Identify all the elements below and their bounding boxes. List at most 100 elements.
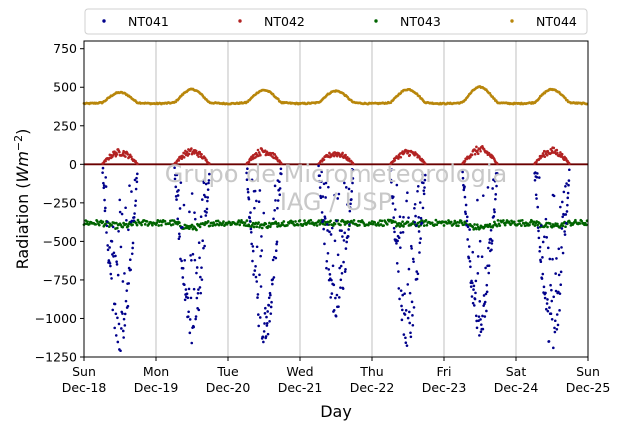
nt041-point (340, 229, 343, 233)
nt041-point (128, 184, 131, 187)
nt041-point (203, 244, 206, 248)
nt041-point (553, 330, 557, 334)
nt042-point (280, 162, 283, 165)
nt041-point (105, 224, 109, 228)
nt041-point (564, 222, 568, 225)
nt041-point (538, 245, 542, 249)
nt041-point (545, 302, 549, 305)
nt041-point (422, 181, 425, 185)
nt041-point (249, 211, 252, 214)
nt041-point (178, 235, 181, 238)
nt041-point (487, 246, 490, 250)
nt041-point (319, 196, 323, 200)
nt041-point (248, 216, 252, 220)
nt042-point (115, 153, 119, 156)
nt043-point (488, 222, 492, 226)
nt043-point (518, 222, 521, 225)
nt041-point (189, 254, 192, 257)
nt043-point (492, 224, 495, 227)
nt041-point (132, 216, 136, 219)
nt041-point (468, 228, 471, 231)
nt042-point (346, 156, 349, 159)
nt041-point (473, 297, 477, 301)
nt041-point (194, 317, 197, 321)
nt041-point (546, 246, 550, 250)
nt042-point (568, 162, 571, 165)
nt041-point (122, 336, 125, 339)
nt041-point (199, 291, 203, 295)
nt041-point (565, 182, 568, 185)
nt041-point (341, 235, 344, 238)
nt041-point (192, 287, 196, 291)
nt042-point (208, 162, 211, 165)
y-tick-label: 750 (53, 41, 77, 56)
x-tick-label-day: Thu (359, 364, 383, 379)
nt041-point (423, 178, 427, 182)
nt041-point (255, 245, 259, 249)
nt041-point (470, 295, 474, 298)
nt041-point (193, 217, 197, 221)
nt043-point (434, 218, 438, 222)
plot-frame (83, 40, 589, 358)
nt041-point (123, 272, 126, 275)
y-axis: −1250 −1000 −750 −500 −250 0 250 500 750 (35, 41, 84, 365)
nt041-point (401, 293, 404, 297)
nt041-point (201, 239, 204, 242)
nt041-point (116, 316, 119, 320)
nt041-point (344, 186, 348, 189)
nt043-point (245, 219, 249, 222)
nt041-point (183, 298, 187, 302)
nt041-point (541, 256, 544, 259)
nt041-point (552, 194, 556, 198)
nt041-point (403, 292, 406, 295)
nt041-point (473, 304, 476, 307)
nt041-point (268, 319, 271, 323)
nt041-point (549, 283, 552, 287)
nt041-point (135, 180, 139, 184)
x-axis: SunDec-18MonDec-19TueDec-20WedDec-21ThuD… (62, 357, 610, 395)
nt041-point (175, 173, 179, 177)
nt043-point (556, 222, 559, 226)
nt043-point (315, 224, 319, 227)
nt041-point (536, 226, 540, 229)
nt041-point (411, 257, 415, 261)
nt041-point (108, 246, 111, 249)
nt041-point (134, 187, 138, 191)
nt043-point (155, 221, 159, 225)
nt041-point (276, 206, 279, 210)
nt043-point (376, 221, 380, 225)
nt041-point (474, 291, 477, 295)
nt041-point (395, 261, 399, 265)
nt043-point (264, 222, 268, 226)
watermark-line-2: IAG / USP (280, 188, 392, 216)
nt042-point (496, 162, 499, 165)
nt041-point (125, 289, 129, 292)
nt041-point (317, 164, 320, 168)
nt041-point (271, 282, 274, 286)
nt041-point (278, 180, 281, 184)
nt041-point (566, 191, 570, 195)
nt043-point (498, 224, 502, 227)
nt041-point (560, 227, 564, 230)
nt041-point (251, 259, 254, 263)
nt041-point (343, 270, 347, 273)
nt041-point (260, 235, 263, 238)
nt041-point (545, 307, 548, 311)
nt041-point (264, 335, 268, 338)
nt041-point (475, 326, 479, 330)
legend-label-nt041: NT041 (128, 14, 169, 29)
nt043-point (528, 223, 531, 227)
nt041-point (122, 317, 126, 321)
nt043-point (418, 220, 422, 224)
x-tick-label-day: Sun (576, 364, 600, 379)
nt041-point (557, 290, 560, 294)
nt041-point (274, 256, 278, 260)
nt041-point (101, 166, 105, 170)
nt042-point (273, 153, 277, 156)
nt041-point (322, 227, 325, 231)
nt041-point (332, 283, 336, 287)
nt041-point (257, 200, 261, 204)
nt041-point (186, 296, 190, 300)
nt041-point (490, 239, 494, 243)
nt041-point (537, 176, 541, 179)
